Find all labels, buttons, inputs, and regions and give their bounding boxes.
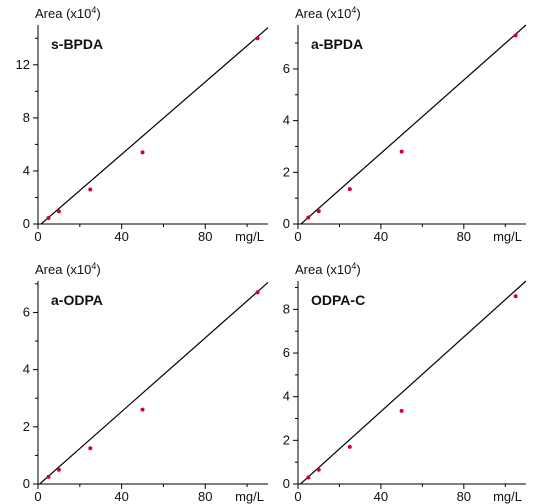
data-point	[513, 33, 518, 38]
fit-line	[300, 24, 527, 224]
data-point	[316, 209, 321, 214]
data-point	[255, 290, 260, 295]
panel-label: a-ODPA	[51, 292, 103, 308]
x-axis-label: mg/L	[235, 489, 264, 504]
data-point	[347, 444, 352, 449]
y-tick-label: 2	[23, 419, 30, 434]
data-point	[88, 446, 93, 451]
panel-label: ODPA-C	[311, 292, 365, 308]
y-tick-label: 4	[283, 389, 290, 404]
data-point	[56, 467, 61, 472]
data-point	[46, 474, 51, 479]
y-tick-label: 0	[23, 476, 30, 491]
data-point	[316, 467, 321, 472]
x-axis-label: mg/L	[493, 489, 522, 504]
x-tick-label: 40	[374, 489, 388, 504]
y-tick-label: 12	[16, 57, 30, 72]
x-tick-label: 0	[34, 489, 41, 504]
y-tick-label: 2	[283, 432, 290, 447]
panel-label: s-BPDA	[51, 36, 103, 52]
y-tick-label: 6	[283, 345, 290, 360]
y-tick-label: 4	[23, 362, 30, 377]
fit-line	[40, 27, 269, 224]
x-axis-label: mg/L	[235, 229, 264, 244]
data-point	[140, 150, 145, 155]
data-point	[255, 36, 260, 41]
x-tick-label: 80	[457, 229, 471, 244]
panel-label: a-BPDA	[311, 36, 363, 52]
y-axis-label: Area (x104)	[295, 261, 361, 277]
data-point	[140, 407, 145, 412]
y-tick-label: 0	[283, 216, 290, 231]
x-tick-label: 0	[294, 229, 301, 244]
x-tick-label: 0	[34, 229, 41, 244]
x-tick-label: 40	[374, 229, 388, 244]
y-axis-label: Area (x104)	[35, 261, 101, 277]
data-point	[306, 215, 311, 220]
y-tick-label: 0	[23, 216, 30, 231]
chart-panel-3: 0 2 4 6 0 40 80 mg/L Area (x104) a-ODPA	[23, 261, 269, 504]
data-point	[306, 475, 311, 480]
x-tick-label: 0	[294, 489, 301, 504]
x-axis-label: mg/L	[493, 229, 522, 244]
y-tick-label: 6	[23, 304, 30, 319]
x-tick-label: 80	[198, 229, 212, 244]
fit-line	[38, 281, 269, 484]
x-tick-label: 40	[114, 229, 128, 244]
data-point	[56, 209, 61, 214]
x-tick-label: 80	[198, 489, 212, 504]
data-point	[399, 408, 404, 413]
data-point	[347, 187, 352, 192]
x-tick-label: 80	[457, 489, 471, 504]
y-tick-label: 2	[283, 164, 290, 179]
y-tick-label: 0	[283, 476, 290, 491]
data-point	[513, 294, 518, 299]
data-point	[88, 187, 93, 192]
x-tick-label: 40	[114, 489, 128, 504]
y-tick-label: 4	[23, 163, 30, 178]
y-tick-label: 6	[283, 61, 290, 76]
y-tick-label: 8	[23, 110, 30, 125]
data-point	[46, 216, 51, 221]
data-point	[399, 149, 404, 154]
chart-panel-1: 0 4 8 12 0 40 80 mg/L Area (x104) s-BPDA	[16, 5, 269, 244]
y-tick-label: 8	[283, 301, 290, 316]
chart-panel-2: 0 2 4 6 0 40 80 mg/L Area (x104) a-BPDA	[283, 5, 527, 244]
y-axis-label: Area (x104)	[295, 5, 361, 21]
y-axis-label: Area (x104)	[35, 5, 101, 21]
fit-line	[299, 280, 527, 484]
y-tick-label: 4	[283, 113, 290, 128]
